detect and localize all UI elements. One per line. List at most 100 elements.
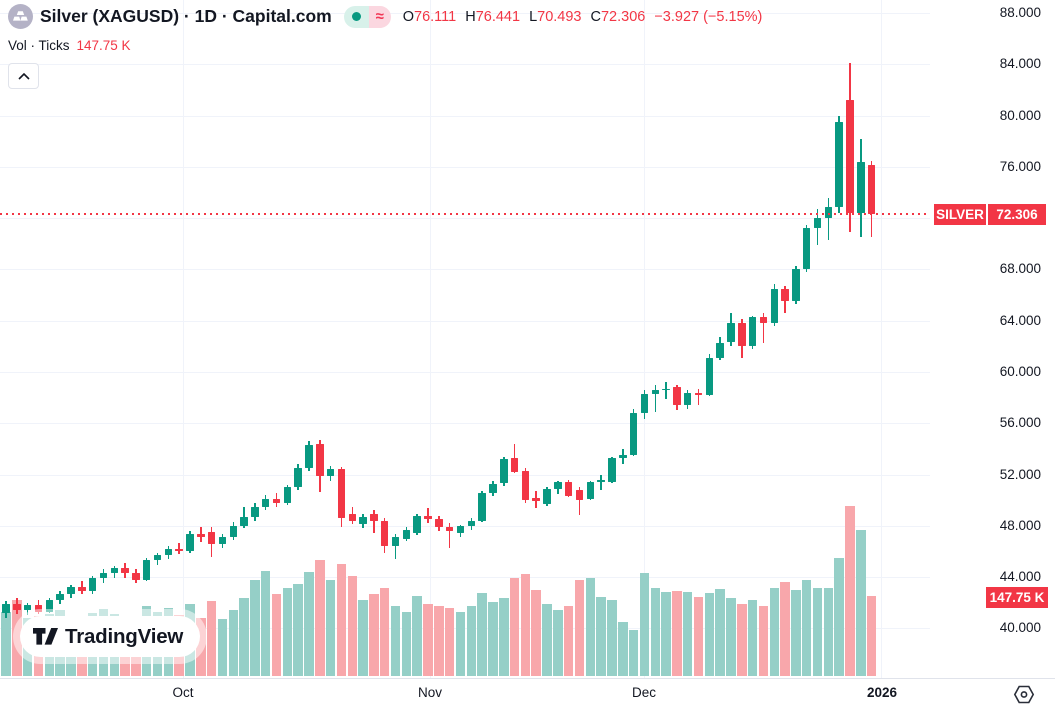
price-axis[interactable]: SILVER 72.306 147.75 K 88.000 84.000 80.00… [930,0,1055,678]
time-axis-label: 2026 [866,685,898,700]
ohlc-readout: O76.111 H76.441 L70.493 C72.306 −3.927 (… [403,9,763,25]
close-value: 72.306 [600,8,646,25]
candle-body [413,515,421,534]
candle-body [56,593,64,601]
candle-body [759,316,768,324]
time-axis-label: Oct [172,685,194,700]
price-gridline [0,525,930,527]
volume-bar [315,560,325,676]
candle-body [391,537,400,547]
candle-body [608,457,616,483]
candle-body [489,483,497,493]
volume-bar [304,572,314,676]
volume-bar [682,592,693,676]
timezone-settings-icon[interactable] [1010,683,1038,705]
high-value: 76.441 [475,8,521,25]
volume-bar [791,590,801,676]
volume-bar [423,604,433,676]
volume-bar [358,600,368,676]
volume-bar [531,590,541,676]
candle-body [748,316,757,347]
collapse-legend-button[interactable] [8,63,39,89]
volume-bar [488,602,498,676]
low-value: 70.493 [537,8,582,25]
candle-body [575,489,584,501]
candle-body [683,392,692,406]
candle-body [402,529,411,539]
volume-bar [444,608,455,676]
candle-wick [394,533,397,560]
candle-body [824,206,833,219]
last-price-badge: SILVER 72.306 [934,203,1046,225]
candle-body [240,516,248,526]
candle-body [326,469,335,476]
volume-bar [477,593,487,676]
candle-body [846,100,854,213]
last-price-line [0,213,930,216]
time-axis-label: Nov [417,685,443,700]
volume-bar [693,597,704,676]
candle-body [651,389,659,394]
candle-body [261,498,270,507]
candle-body [694,392,703,396]
volume-bar [780,582,790,676]
month-gridline [881,0,882,678]
hexagon-circle-icon [1013,685,1035,703]
volume-bar [747,600,758,676]
volume-legend-label: Vol · Ticks [8,38,70,53]
symbol-title[interactable]: Silver (XAGUSD) · 1D · Capital.com [40,6,332,26]
time-axis[interactable]: Oct Nov Dec 2026 [0,678,1055,709]
candle-wick [665,382,667,399]
candle-body [88,578,97,592]
volume-bar [834,558,844,676]
candle-body [294,468,302,488]
volume-legend: Vol · Ticks 147.75 K [8,38,131,53]
candle-body [132,573,140,580]
candle-body [2,604,10,613]
candle-body [218,537,227,544]
candle-body [445,527,454,531]
volume-bar [866,596,877,676]
volume-bar [325,580,336,676]
tradingview-logo[interactable]: TradingView [20,616,201,657]
price-axis-label: 76.000 [999,158,1041,174]
candle-wick [373,510,375,534]
price-axis-label: 64.000 [999,312,1041,328]
volume-bar [455,612,466,676]
candle-body [467,520,475,526]
candle-body [770,288,778,324]
volume-bar [369,594,379,676]
price-gridline [0,115,930,117]
candle-body [673,387,681,406]
candle-body [802,228,811,270]
candle-body [337,469,346,519]
candle-wick [697,388,700,406]
candle-body [370,514,378,521]
market-status-toggle[interactable]: ≈ [343,5,391,28]
candle-body [197,533,205,538]
candle-body [359,516,367,525]
candle-body [348,514,356,521]
candle-body [45,600,53,612]
change-value: −3.927 (−5.15%) [654,8,763,25]
volume-bar [726,598,736,676]
candle-body [99,573,108,579]
volume-bar [650,588,660,676]
time-axis-label: Dec [631,685,657,700]
price-axis-label: 80.000 [999,107,1041,123]
candle-body [705,357,714,396]
volume-bar [737,604,747,676]
price-gridline [0,269,930,271]
volume-bar [401,612,412,676]
last-price-badge-symbol: SILVER [934,203,986,225]
price-gridline [0,423,930,425]
volume-bar [217,619,228,676]
volume-bar [769,588,779,676]
candle-body [142,560,151,580]
candle-body [175,548,183,552]
chart-pane[interactable] [0,0,930,678]
volume-bar [520,574,531,676]
price-gridline [0,166,930,168]
candle-body [813,218,822,229]
candle-body [619,455,627,458]
